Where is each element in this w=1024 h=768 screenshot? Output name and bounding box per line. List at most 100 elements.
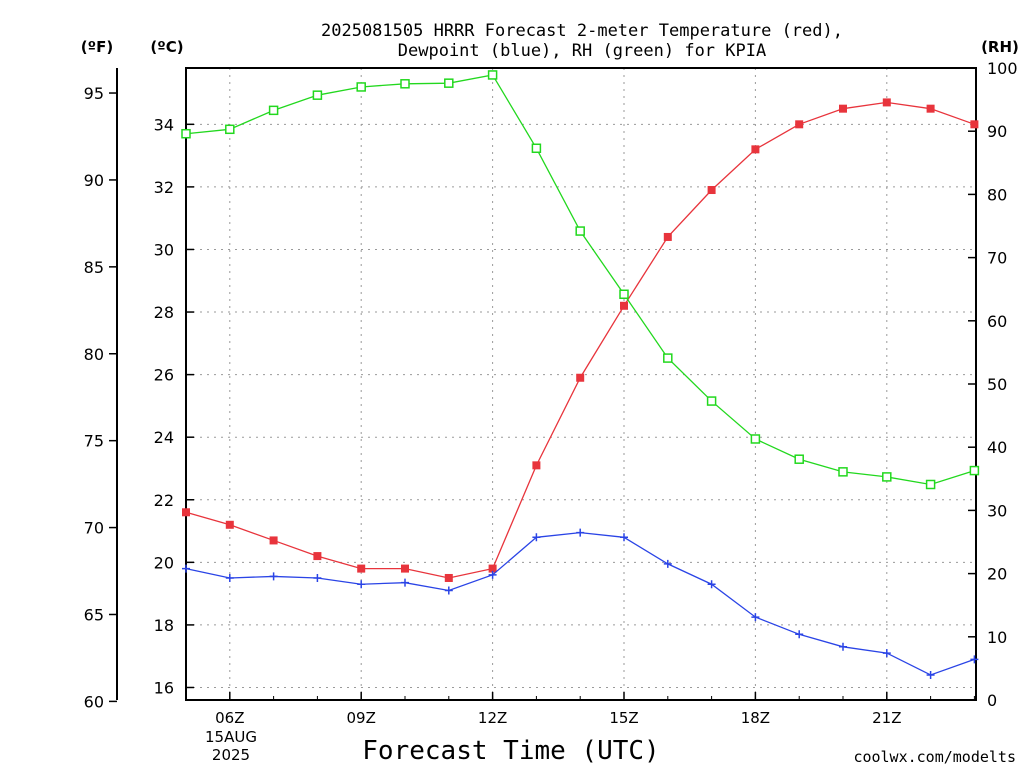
- fahrenheit-tick-label: 65: [84, 605, 104, 624]
- fahrenheit-axis-unit: (ºF): [81, 38, 113, 56]
- data-series: [181, 70, 980, 679]
- temperature-point: [620, 301, 628, 310]
- temperature-point: [532, 461, 541, 470]
- temperature-point: [707, 186, 716, 195]
- temperature-point: [926, 104, 935, 113]
- dewpoint-point: [488, 570, 497, 579]
- chart-title-line-2: Dewpoint (blue), RH (green) for KPIA: [398, 41, 766, 61]
- rh-point: [225, 124, 235, 135]
- temperature-point: [970, 120, 979, 129]
- chart-title-line-1: 2025081505 HRRR Forecast 2-meter Tempera…: [321, 21, 843, 41]
- fahrenheit-tick-label: 90: [84, 171, 104, 190]
- temperature-line: [185, 101, 975, 579]
- time-tick-label: 15Z: [609, 709, 638, 727]
- temperature-point: [401, 564, 409, 573]
- fahrenheit-tick-label: 70: [84, 519, 104, 538]
- celsius-tick-label: 26: [154, 366, 174, 385]
- temperature-point: [225, 520, 234, 529]
- rh-point: [838, 467, 848, 477]
- rh-tick-label: 100: [987, 59, 1018, 78]
- rh-point: [706, 396, 717, 406]
- temperature-point: [663, 232, 672, 241]
- dewpoint-point: [751, 613, 760, 622]
- temperature-point: [444, 573, 453, 582]
- credit-link[interactable]: coolwx.com/modelts: [853, 748, 1016, 766]
- temperature-point: [313, 552, 322, 561]
- rh-point: [969, 465, 980, 476]
- rh-tick-label: 70: [987, 249, 1007, 268]
- rh-tick-label: 60: [987, 312, 1007, 331]
- time-tick-label: 06Z: [215, 709, 244, 727]
- temperature-point: [839, 104, 847, 113]
- fahrenheit-tick-label: 95: [84, 84, 104, 103]
- temperature-point: [882, 98, 891, 107]
- rh-point: [268, 105, 279, 116]
- rh-point: [663, 353, 673, 363]
- date-label-day: 15AUG: [205, 728, 257, 746]
- rh-tick-label: 50: [987, 375, 1007, 394]
- time-tick-label: 09Z: [347, 709, 376, 727]
- rh-axis-unit: (RH): [981, 38, 1019, 56]
- rh-tick-label: 90: [987, 122, 1007, 141]
- dewpoint-point: [576, 528, 585, 537]
- temperature-point: [488, 564, 497, 573]
- temperature-point: [576, 373, 585, 382]
- rh-tick-label: 0: [987, 691, 997, 710]
- rh-point: [487, 70, 498, 80]
- dewpoint-line: [185, 531, 975, 676]
- dewpoint-point: [182, 564, 190, 573]
- temperature-point: [182, 508, 190, 517]
- rh-point: [619, 289, 629, 300]
- fahrenheit-tick-label: 75: [84, 432, 104, 451]
- temperature-point: [795, 120, 804, 129]
- rh-point: [312, 90, 323, 100]
- rh-line: [185, 74, 975, 486]
- rh-point: [794, 454, 804, 464]
- dewpoint-point: [707, 580, 716, 589]
- dewpoint-point: [269, 572, 278, 581]
- rh-tick-label: 20: [987, 565, 1007, 584]
- celsius-tick-label: 32: [154, 178, 174, 197]
- celsius-tick-label: 34: [154, 115, 174, 134]
- dewpoint-point: [839, 642, 847, 651]
- time-tick-label: 21Z: [872, 709, 901, 727]
- rh-point: [444, 78, 454, 88]
- x-axis-title: Forecast Time (UTC): [362, 736, 659, 766]
- celsius-tick-label: 18: [154, 616, 174, 635]
- grid-lines: [186, 68, 976, 700]
- axes: [116, 67, 977, 701]
- rh-point: [925, 479, 936, 490]
- rh-tick-label: 80: [987, 185, 1007, 204]
- rh-point: [882, 472, 892, 482]
- temperature-point: [269, 536, 278, 545]
- dewpoint-point: [795, 630, 804, 639]
- dewpoint-point: [444, 586, 453, 595]
- dewpoint-point: [882, 649, 891, 658]
- dewpoint-point: [357, 580, 366, 589]
- time-tick-label: 12Z: [478, 709, 507, 727]
- date-label-year: 2025: [212, 746, 250, 764]
- axis-ticks: 16 18 20 22 24 26 28 30 32 34 60 65 70 75 80 85 90 95 0 10 2…: [84, 59, 1018, 727]
- dewpoint-point: [313, 573, 322, 582]
- dewpoint-point: [225, 573, 234, 582]
- dewpoint-point: [926, 670, 935, 679]
- rh-point: [356, 82, 366, 92]
- rh-tick-label: 30: [987, 501, 1007, 520]
- dewpoint-point: [663, 559, 672, 568]
- fahrenheit-tick-label: 85: [84, 258, 104, 277]
- time-tick-label: 18Z: [741, 709, 770, 727]
- celsius-tick-label: 20: [154, 553, 174, 572]
- dewpoint-point: [620, 533, 628, 542]
- rh-tick-label: 40: [987, 438, 1007, 457]
- rh-point: [575, 226, 585, 236]
- fahrenheit-tick-label: 80: [84, 345, 104, 364]
- celsius-axis-unit: (ºC): [150, 38, 183, 56]
- celsius-tick-label: 28: [154, 303, 174, 322]
- dewpoint-point: [401, 578, 409, 587]
- dewpoint-point: [970, 655, 979, 664]
- rh-tick-label: 10: [987, 628, 1007, 647]
- celsius-tick-label: 22: [154, 491, 174, 510]
- rh-point: [750, 434, 761, 444]
- temperature-point: [751, 145, 760, 154]
